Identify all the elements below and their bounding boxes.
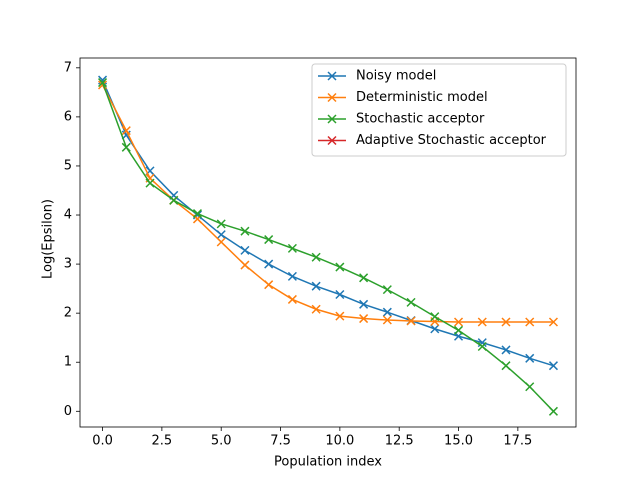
marker (501, 345, 511, 355)
marker (382, 285, 392, 295)
marker (311, 304, 321, 314)
marker (216, 219, 226, 229)
marker (169, 195, 179, 205)
y-tick-label: 2 (64, 306, 72, 321)
axes-frame (79, 57, 577, 428)
marker (287, 243, 297, 253)
x-tick-label: 12.5 (385, 434, 414, 449)
marker (264, 235, 274, 245)
y-tick-label: 5 (64, 158, 72, 173)
x-tick-label: 17.5 (503, 434, 532, 449)
series (98, 78, 558, 416)
marker (145, 178, 155, 188)
marker (327, 114, 337, 124)
marker (406, 316, 416, 326)
marker (477, 341, 487, 352)
marker (453, 325, 464, 335)
marker (430, 324, 440, 334)
marker (98, 78, 108, 88)
legend-label: Stochastic acceptor (356, 112, 485, 127)
marker (192, 209, 203, 219)
marker (287, 294, 297, 304)
y-axis-label: Log(Epsilon) (41, 199, 56, 279)
marker (264, 259, 274, 269)
marker (264, 280, 274, 290)
marker (240, 226, 250, 236)
x-tick-label: 10.0 (325, 434, 354, 449)
marker (327, 71, 337, 81)
marker (240, 260, 250, 270)
marker (335, 311, 345, 321)
marker (359, 273, 369, 283)
x-tick-label: 5.0 (211, 434, 232, 449)
marker (525, 317, 535, 327)
x-tick-label: 2.5 (152, 434, 173, 449)
x-axis-label: Population index (274, 455, 382, 470)
marker (382, 307, 392, 317)
marker (335, 289, 345, 300)
marker (453, 317, 464, 327)
marker (311, 281, 321, 291)
marker (287, 271, 297, 281)
y-tick-label: 1 (64, 355, 72, 370)
marker (216, 230, 226, 240)
line (101, 82, 554, 412)
marker (406, 297, 416, 307)
legend-label: Adaptive Stochastic acceptor (356, 133, 547, 148)
marker (240, 245, 250, 255)
marker (548, 361, 558, 371)
y-tick-label: 4 (64, 208, 72, 223)
marker (327, 92, 337, 103)
marker (335, 262, 345, 272)
x-tick-label: 7.5 (270, 434, 291, 449)
marker (121, 142, 131, 152)
marker (501, 361, 511, 371)
x-tick-label: 0.0 (92, 434, 113, 449)
marker (477, 317, 487, 327)
legend-label: Deterministic model (356, 90, 488, 105)
x-tick-label: 15.0 (444, 434, 473, 449)
marker (525, 382, 535, 392)
legend-label: Noisy model (356, 69, 436, 84)
marker (121, 126, 131, 136)
legend-box (311, 63, 567, 157)
legend: Noisy model Deterministic model Stochastic… (311, 63, 567, 157)
marker (548, 317, 558, 327)
marker (216, 237, 226, 247)
marker (548, 406, 558, 416)
marker (359, 299, 369, 309)
marker (311, 252, 321, 262)
y-tick-label: 0 (64, 404, 72, 419)
marker (359, 314, 369, 324)
marker (382, 315, 392, 325)
y-tick-label: 6 (64, 109, 72, 124)
marker (525, 353, 535, 363)
y-tick-label: 3 (64, 257, 72, 272)
y-tick-label: 7 (64, 60, 72, 75)
marker (430, 312, 440, 322)
marker (501, 317, 511, 327)
marker (327, 135, 337, 146)
